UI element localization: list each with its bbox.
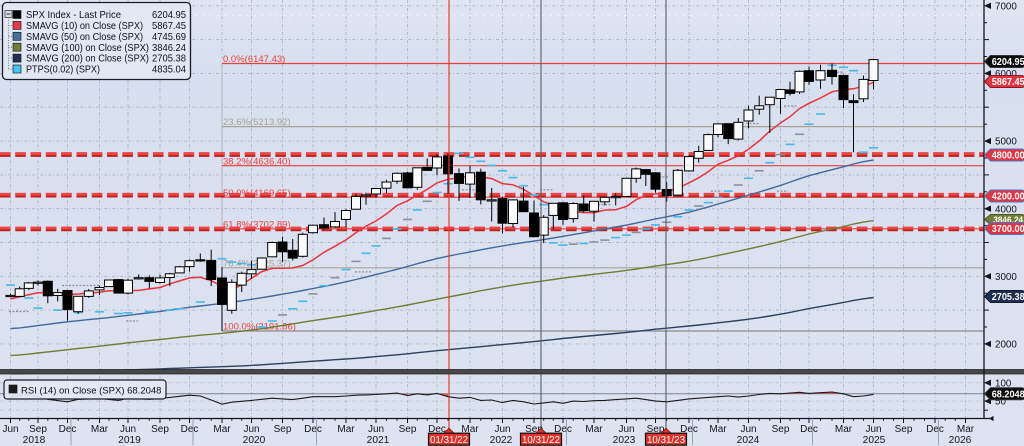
svg-text:2026: 2026: [949, 435, 972, 446]
svg-text:2020: 2020: [243, 435, 266, 446]
svg-text:Dec: Dec: [59, 424, 77, 435]
svg-text:SMAVG (10) on Close (SPX): SMAVG (10) on Close (SPX): [26, 21, 143, 32]
svg-text:Jun: Jun: [865, 424, 881, 435]
svg-text:Jun: Jun: [2, 424, 18, 435]
svg-text:Jun: Jun: [494, 424, 510, 435]
svg-text:Dec: Dec: [304, 424, 322, 435]
svg-text:3846.24: 3846.24: [993, 215, 1023, 225]
svg-text:5000: 5000: [995, 137, 1017, 148]
svg-text:3000: 3000: [995, 272, 1017, 283]
svg-text:3846.24: 3846.24: [152, 43, 186, 54]
svg-text:4000: 4000: [995, 204, 1017, 215]
svg-text:Sep: Sep: [525, 424, 543, 435]
svg-text:Mar: Mar: [835, 424, 853, 435]
svg-text:4745.69: 4745.69: [152, 32, 186, 43]
svg-text:2000: 2000: [995, 340, 1017, 351]
svg-text:PTPS(0.02) (SPX): PTPS(0.02) (SPX): [26, 65, 100, 76]
svg-text:Mar: Mar: [91, 424, 109, 435]
svg-text:4800.00: 4800.00: [992, 151, 1024, 162]
svg-text:Jun: Jun: [243, 424, 259, 435]
svg-text:Jun: Jun: [368, 424, 384, 435]
svg-text:Sep: Sep: [274, 424, 292, 435]
svg-text:6000: 6000: [995, 69, 1017, 80]
svg-text:Sep: Sep: [772, 424, 790, 435]
svg-text:Mar: Mar: [337, 424, 355, 435]
svg-text:SMAVG (100) on Close (SPX): SMAVG (100) on Close (SPX): [26, 43, 149, 54]
svg-text:Jun: Jun: [618, 424, 634, 435]
svg-text:38.2%(4636.40): 38.2%(4636.40): [223, 156, 291, 167]
svg-text:Mar: Mar: [709, 424, 727, 435]
svg-text:2025: 2025: [863, 435, 886, 446]
svg-text:Mar: Mar: [213, 424, 231, 435]
svg-text:2024: 2024: [737, 435, 760, 446]
svg-text:0.0%(6147.43): 0.0%(6147.43): [223, 54, 285, 65]
svg-text:50.0%(4169.65): 50.0%(4169.65): [223, 188, 291, 199]
svg-text:RSI (14) on Close (SPX) 68.2: RSI (14) on Close (SPX) 68.2048: [21, 385, 161, 396]
svg-text:Dec: Dec: [800, 424, 818, 435]
svg-text:2018: 2018: [23, 435, 46, 446]
svg-text:7000: 7000: [995, 1, 1017, 12]
svg-text:Sep: Sep: [29, 424, 47, 435]
svg-text:Dec: Dec: [680, 424, 698, 435]
svg-text:6204.95: 6204.95: [152, 10, 186, 21]
svg-text:Jun: Jun: [120, 424, 136, 435]
svg-text:2023: 2023: [613, 435, 636, 446]
svg-text:100: 100: [995, 378, 1012, 389]
svg-text:4200.00: 4200.00: [992, 192, 1024, 203]
svg-text:01/31/22: 01/31/22: [430, 435, 468, 446]
svg-text:SPX Index - Last Price: SPX Index - Last Price: [26, 10, 121, 21]
svg-text:6204.95: 6204.95: [992, 57, 1024, 68]
svg-text:Sep: Sep: [399, 424, 417, 435]
svg-text:5867.45: 5867.45: [152, 21, 186, 32]
svg-text:5867.45: 5867.45: [992, 77, 1024, 88]
svg-text:2705.38: 2705.38: [152, 54, 186, 65]
svg-text:Dec: Dec: [181, 424, 199, 435]
svg-text:2021: 2021: [367, 435, 390, 446]
svg-text:SMAVG (200) on Close (SPX): SMAVG (200) on Close (SPX): [26, 54, 149, 65]
svg-text:SMAVG (50) on Close (SPX): SMAVG (50) on Close (SPX): [26, 32, 143, 43]
svg-text:Mar: Mar: [585, 424, 603, 435]
svg-text:61.8%(3702.89): 61.8%(3702.89): [223, 219, 291, 230]
svg-text:50: 50: [995, 397, 1006, 408]
svg-text:23.6%(5213.92): 23.6%(5213.92): [223, 117, 291, 128]
svg-text:4835.04: 4835.04: [152, 65, 186, 76]
svg-text:3700.00: 3700.00: [992, 224, 1024, 235]
svg-text:2705.38: 2705.38: [992, 292, 1024, 303]
svg-text:Jun: Jun: [740, 424, 756, 435]
svg-text:10/31/22: 10/31/22: [522, 435, 560, 446]
svg-text:10/31/23: 10/31/23: [647, 435, 685, 446]
svg-text:2019: 2019: [118, 435, 141, 446]
svg-text:Mar: Mar: [461, 424, 479, 435]
svg-text:Dec: Dec: [926, 424, 944, 435]
svg-text:Dec: Dec: [428, 424, 446, 435]
svg-text:Sep: Sep: [647, 424, 665, 435]
svg-text:Dec: Dec: [554, 424, 572, 435]
svg-text:Sep: Sep: [895, 424, 913, 435]
svg-text:Sep: Sep: [151, 424, 169, 435]
svg-text:2022: 2022: [490, 435, 513, 446]
svg-text:Mar: Mar: [957, 424, 975, 435]
svg-text:68.2048: 68.2048: [992, 389, 1024, 400]
